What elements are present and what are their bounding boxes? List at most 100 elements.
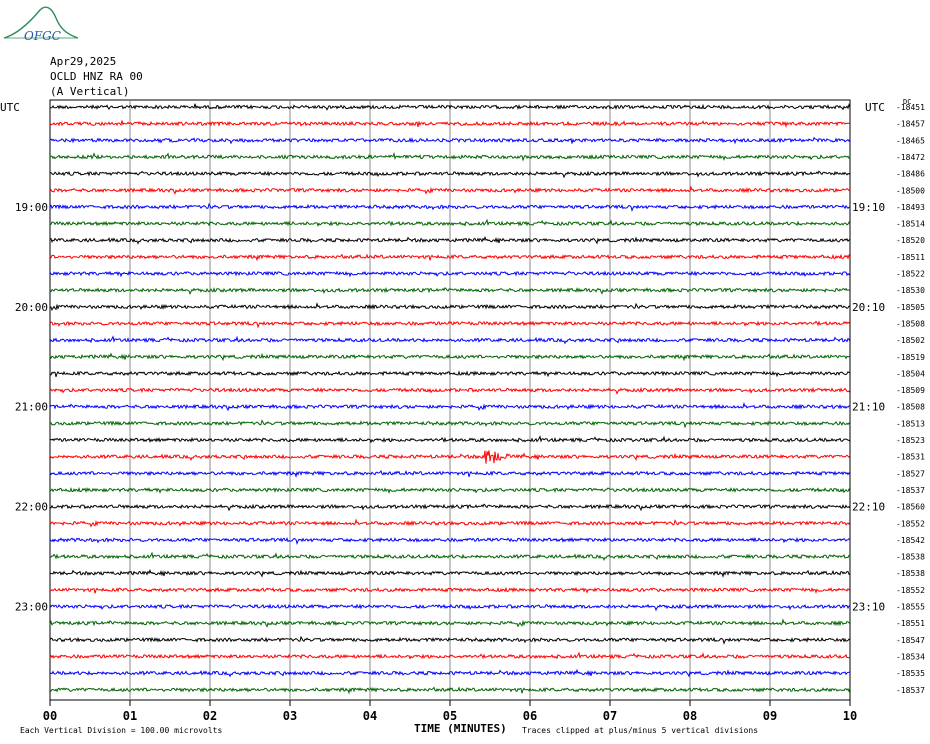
station-label: OCLD HNZ RA 00 — [50, 70, 143, 83]
trace-line — [49, 551, 851, 562]
scale-note: Each Vertical Division = 100.00 microvol… — [20, 726, 223, 735]
right-utc-label: UTC — [865, 101, 885, 114]
trace-line — [49, 136, 851, 145]
clip-note: Traces clipped at plus/minus 5 vertical … — [522, 726, 759, 735]
dc-offset-label: -18538 — [896, 553, 925, 562]
dc-offset-label: -18522 — [896, 270, 925, 279]
trace-line — [49, 120, 851, 129]
dc-offset-label: -18551 — [896, 619, 925, 628]
dc-offset-label: -18534 — [896, 652, 925, 661]
trace-line — [49, 536, 851, 545]
x-tick-label: 07 — [603, 709, 617, 723]
x-axis-title: TIME (MINUTES) — [414, 722, 507, 735]
dc-offset-label: -18537 — [896, 686, 925, 695]
trace-line — [49, 618, 851, 628]
dc-offset-label: -18538 — [896, 569, 925, 578]
trace-line — [49, 503, 851, 512]
right-time-label: 19:10 — [852, 201, 885, 214]
trace-line — [49, 270, 851, 278]
dc-offset-label: -18523 — [896, 436, 925, 445]
dc-offset-label: -18508 — [896, 403, 925, 412]
dc-offset-label: -18531 — [896, 453, 925, 462]
dc-offset-label: -18520 — [896, 236, 925, 245]
logo-text: OFGC — [24, 29, 61, 43]
dc-offset-label: -18537 — [896, 486, 925, 495]
dc-offset-label: -18500 — [896, 186, 925, 195]
left-time-label: 20:00 — [15, 301, 48, 314]
x-tick-label: 02 — [203, 709, 217, 723]
left-time-label: 22:00 — [15, 501, 48, 514]
dc-offset-label: -18509 — [896, 386, 925, 395]
left-time-label: 23:00 — [15, 601, 48, 614]
dc-offset-label: -18514 — [896, 220, 925, 229]
trace-line — [49, 586, 851, 594]
trace-line — [49, 686, 851, 695]
ofgc-logo: OFGC — [3, 6, 79, 43]
dc-offset-label: -18505 — [896, 303, 925, 312]
dc-offset-label: -18457 — [896, 120, 925, 129]
trace-line — [49, 518, 851, 528]
dc-offset-label: -18552 — [896, 586, 925, 595]
trace-line — [49, 286, 851, 296]
dc-offset-label: -18530 — [896, 286, 925, 295]
trace-line — [49, 450, 851, 464]
x-tick-label: 00 — [43, 709, 57, 723]
trace-line — [49, 668, 851, 678]
x-tick-label: 05 — [443, 709, 457, 723]
trace-line — [49, 151, 850, 162]
dc-offset-label: -18519 — [896, 353, 925, 362]
dc-offset-label: -18493 — [896, 203, 925, 212]
x-tick-label: 04 — [363, 709, 377, 723]
x-tick-label: 06 — [523, 709, 537, 723]
trace-line — [49, 170, 851, 179]
x-tick-label: 10 — [843, 709, 857, 723]
dc-offset-label: -18527 — [896, 469, 925, 478]
right-time-label: 22:10 — [852, 501, 885, 514]
dc-offset-label: -18542 — [896, 536, 925, 545]
right-time-label: 21:10 — [852, 401, 885, 414]
component-label: (A Vertical) — [50, 85, 130, 98]
trace-line — [49, 103, 851, 111]
trace-line — [49, 635, 851, 645]
dc-offset-label: -18535 — [896, 669, 925, 678]
trace-line — [49, 302, 851, 312]
dc-offset-label: -18472 — [896, 153, 925, 162]
trace-line — [49, 419, 851, 429]
dc-offset-label: -18547 — [896, 636, 925, 645]
dc-offset-label: -18513 — [896, 419, 925, 428]
trace-line — [49, 568, 851, 578]
dc-offset-label: -18486 — [896, 170, 925, 179]
trace-line — [49, 401, 851, 412]
dc-offset-label: -18508 — [896, 319, 925, 328]
right-time-label: 23:10 — [852, 601, 885, 614]
dc-offset-label: -18502 — [896, 336, 925, 345]
dc-offset-label: -18465 — [896, 136, 925, 145]
trace-line — [49, 486, 851, 495]
trace-line — [49, 335, 851, 345]
dc-offset-label: -18552 — [896, 519, 925, 528]
left-utc-label: UTC — [0, 101, 20, 114]
x-tick-label: 03 — [283, 709, 297, 723]
left-time-label: 19:00 — [15, 201, 48, 214]
dc-offset-label: -18560 — [896, 503, 925, 512]
x-tick-label: 01 — [123, 709, 137, 723]
right-time-label: 20:10 — [852, 301, 885, 314]
trace-line — [49, 469, 851, 479]
trace-line — [49, 651, 851, 660]
date-label: Apr29,2025 — [50, 55, 117, 68]
trace-line — [49, 202, 851, 212]
trace-line — [49, 235, 851, 245]
dc-offset-label: -18451 — [896, 103, 925, 112]
x-tick-label: 08 — [683, 709, 697, 723]
trace-line — [49, 253, 851, 262]
x-tick-label: 09 — [763, 709, 777, 723]
trace-line — [49, 370, 851, 378]
trace-line — [49, 320, 851, 329]
trace-line — [49, 185, 851, 195]
dc-offset-label: -18555 — [896, 603, 925, 612]
trace-line — [49, 603, 851, 612]
dc-unit-label: DC — [903, 98, 911, 106]
trace-line — [49, 218, 851, 227]
left-time-label: 21:00 — [15, 401, 48, 414]
